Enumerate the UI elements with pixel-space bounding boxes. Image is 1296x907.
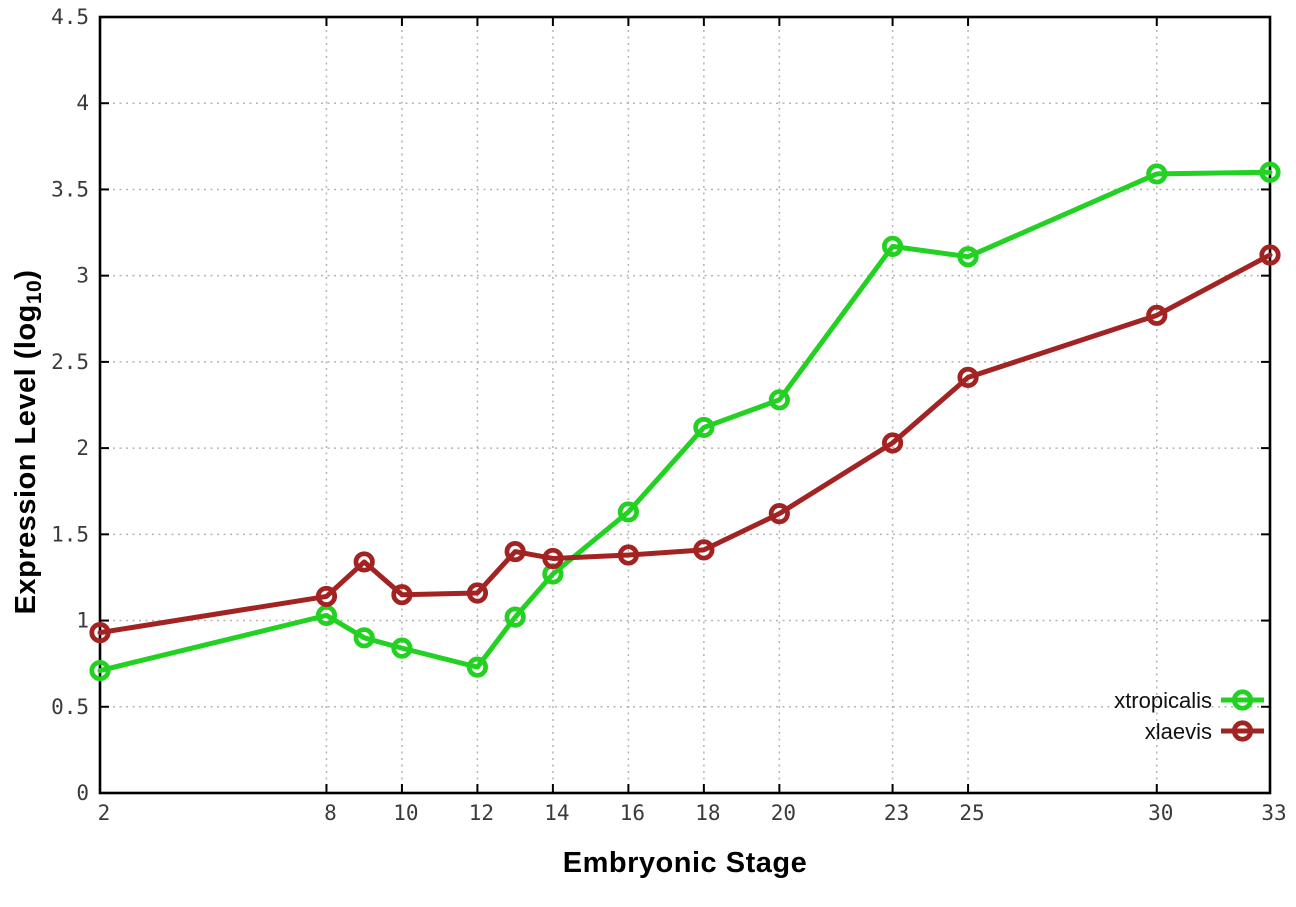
y-axis-label-suffix: ): [10, 269, 42, 280]
series-marker-xlaevis: [504, 540, 526, 563]
series-marker-xlaevis: [693, 539, 715, 561]
x-tick-label: 25: [959, 801, 984, 825]
series-marker-xtropicalis: [1259, 161, 1281, 183]
series-marker-xtropicalis: [957, 246, 979, 268]
series-marker-xlaevis: [466, 582, 489, 604]
series-marker-xtropicalis: [504, 606, 526, 628]
series-marker-xlaevis: [881, 432, 904, 454]
series-marker-xlaevis: [542, 547, 564, 570]
series-marker-xlaevis: [89, 622, 111, 644]
y-tick-label: 3: [76, 264, 89, 288]
x-axis-label: Embryonic Stage: [562, 847, 808, 879]
series-marker-xlaevis: [391, 584, 413, 606]
x-tick-label: 12: [469, 801, 494, 825]
series-marker-xtropicalis: [768, 389, 790, 411]
series-marker-xtropicalis: [617, 501, 639, 523]
series-line-xlaevis: [97, 252, 1273, 636]
y-tick-label: 1.5: [51, 522, 89, 546]
series-marker-xtropicalis: [315, 604, 338, 626]
series-marker-xlaevis: [315, 585, 338, 608]
x-tick-label: 33: [1261, 801, 1286, 825]
y-tick-label: 4: [76, 91, 89, 115]
y-tick-label: 0: [76, 781, 89, 805]
series-line-xtropicalis: [97, 169, 1273, 674]
series-marker-xtropicalis: [693, 416, 715, 439]
y-axis-label: Expression Level (log10): [10, 192, 50, 692]
x-tick-label: 10: [393, 801, 418, 825]
x-tick-label: 2: [98, 801, 111, 825]
series-marker-xlaevis: [1146, 304, 1168, 326]
y-tick-label: 0.5: [51, 695, 89, 719]
y-tick-label: 4.5: [51, 5, 89, 29]
legend-label-xlaevis: xlaevis: [1145, 719, 1212, 744]
series-marker-xtropicalis: [881, 235, 904, 257]
y-axis-label-text: Expression Level (log: [10, 304, 42, 615]
x-tick-label: 14: [544, 801, 569, 825]
x-tick-label: 8: [324, 801, 337, 825]
series-marker-xtropicalis: [353, 627, 375, 649]
legend-marker-xtropicalis: [1231, 689, 1254, 711]
series-marker-xtropicalis: [466, 656, 489, 678]
series-marker-xtropicalis: [1146, 163, 1168, 185]
x-tick-label: 30: [1148, 801, 1173, 825]
plot-border: [98, 15, 1272, 795]
x-tick-label: 16: [620, 801, 645, 825]
y-axis-label-subscript: 10: [23, 279, 46, 305]
series-marker-xlaevis: [353, 551, 375, 573]
series-marker-xtropicalis: [391, 637, 413, 659]
y-tick-label: 2: [76, 436, 89, 460]
x-tick-label: 23: [884, 801, 909, 825]
x-tick-label: 20: [771, 801, 796, 825]
series-marker-xlaevis: [957, 366, 979, 389]
y-tick-label: 1: [76, 609, 89, 633]
series-marker-xlaevis: [768, 503, 790, 525]
series-marker-xlaevis: [617, 544, 639, 566]
series-marker-xlaevis: [1259, 244, 1281, 266]
y-tick-label: 3.5: [51, 177, 89, 201]
legend-label-xtropicalis: xtropicalis: [1114, 688, 1212, 713]
x-tick-label: 18: [695, 801, 720, 825]
legend-marker-xlaevis: [1231, 720, 1254, 742]
y-tick-label: 2.5: [51, 350, 89, 374]
series-marker-xtropicalis: [89, 659, 111, 682]
